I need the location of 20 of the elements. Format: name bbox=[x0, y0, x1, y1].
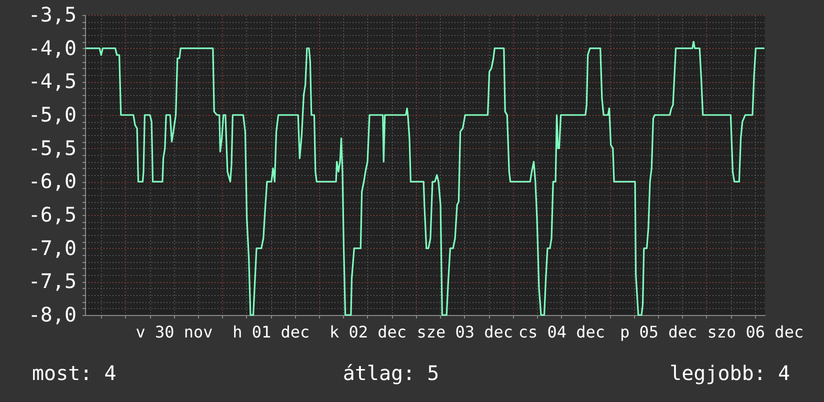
x-tick-label: k 02 dec bbox=[329, 322, 407, 342]
text: legjobb: 4 bbox=[670, 361, 790, 385]
y-tick-label: -4,0 bbox=[28, 36, 76, 60]
y-tick-label: -5,5 bbox=[28, 136, 76, 160]
x-tick-label: p 05 dec bbox=[620, 322, 698, 342]
x-tick-label: v 30 nov bbox=[136, 322, 213, 342]
x-tick-label: h 01 dec bbox=[232, 322, 310, 342]
y-tick-label: -8,0 bbox=[28, 302, 76, 326]
text: átlag: 5 bbox=[342, 361, 440, 385]
x-tick-label: sze 03 dec bbox=[416, 322, 514, 342]
y-tick-label: -7,0 bbox=[28, 236, 76, 260]
text: most: 4 bbox=[32, 361, 116, 385]
y-tick-label: -5,0 bbox=[28, 102, 76, 126]
y-tick-label: -6,0 bbox=[28, 169, 76, 194]
y-tick-label: -3,5 bbox=[28, 2, 76, 26]
y-tick-label: -7,5 bbox=[28, 269, 76, 294]
x-tick-label: cs 04 dec bbox=[518, 322, 606, 342]
y-tick-label: -6,5 bbox=[28, 202, 76, 226]
y-tick-label: -4,5 bbox=[28, 69, 76, 94]
x-tick-label: szo 06 dec bbox=[707, 322, 804, 342]
